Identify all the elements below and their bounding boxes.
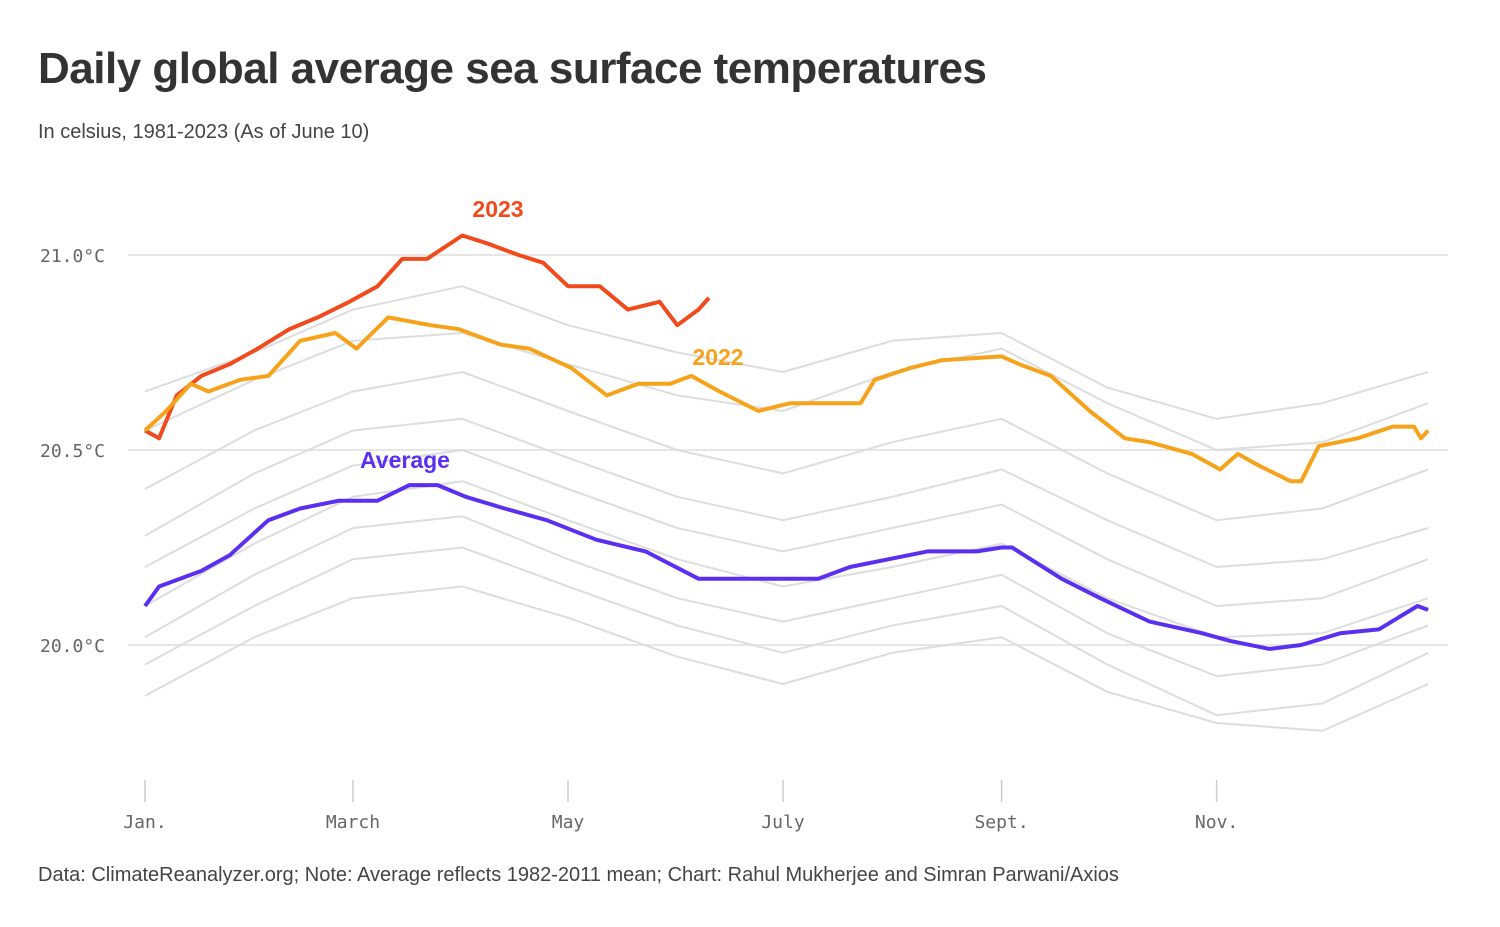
other-year-line (144, 332, 1429, 451)
other-year-line (144, 417, 1429, 568)
x-tick-label: Sept. (974, 812, 1028, 833)
chart-subtitle: In celsius, 1981-2023 (As of June 10) (38, 121, 370, 143)
series-line-2023 (144, 233, 711, 441)
y-axis: 21.0°C 20.5°C 20.0°C (40, 246, 105, 657)
other-year-line (144, 449, 1429, 607)
chart-source-note: Data: ClimateReanalyzer.org; Note: Avera… (38, 864, 1119, 886)
x-tick-label: July (761, 812, 805, 833)
x-tick-label: Jan. (123, 812, 166, 833)
y-tick-label: 20.0°C (40, 636, 105, 657)
other-year-line (144, 480, 1429, 639)
other-year-line (144, 546, 1429, 717)
series-label-2022: 2022 (692, 344, 743, 370)
series-labels: 2023 2022 Average (360, 196, 744, 473)
series-line-2022 (143, 315, 1430, 484)
y-tick-label: 21.0°C (40, 246, 105, 267)
other-year-line (144, 515, 1429, 678)
x-axis: Jan. March May July Sept. Nov. (123, 780, 1238, 833)
other-year-line (144, 285, 1429, 420)
x-tick-label: Nov. (1195, 812, 1238, 833)
y-tick-label: 20.5°C (40, 441, 105, 462)
highlight-lines (143, 233, 1430, 651)
chart-title: Daily global average sea surface tempera… (38, 44, 987, 93)
other-year-line (144, 585, 1429, 732)
series-line-average (143, 483, 1429, 651)
other-years-lines (144, 285, 1429, 732)
series-label-2023: 2023 (472, 196, 523, 222)
x-tick-label: May (552, 812, 585, 833)
x-tick-label: March (326, 812, 380, 833)
series-label-average: Average (360, 447, 450, 473)
other-year-line (144, 371, 1429, 522)
